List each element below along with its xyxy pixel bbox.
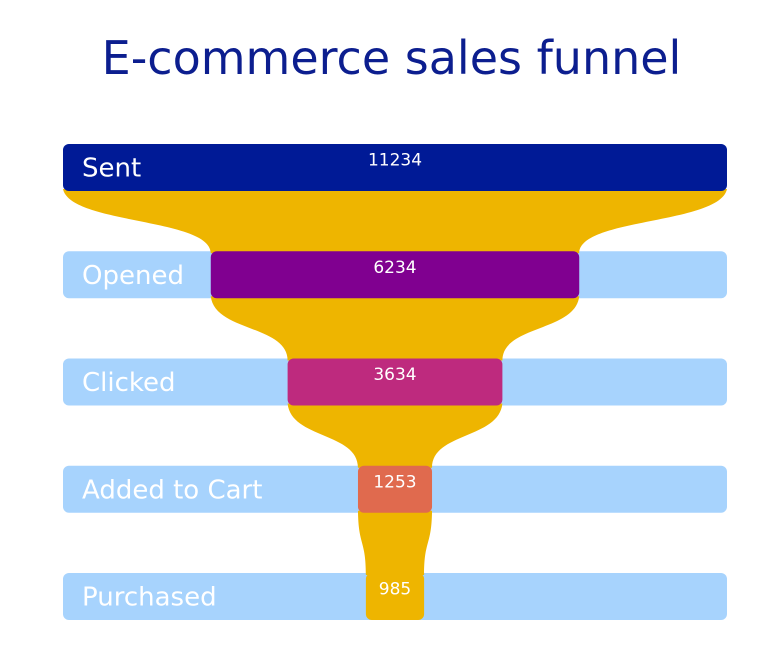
value-label-sent: 11234 xyxy=(368,151,422,171)
bar-added-to-cart xyxy=(357,465,433,513)
bar-clicked xyxy=(287,358,503,406)
value-label-clicked: 3634 xyxy=(373,365,416,385)
value-label-purchased: 985 xyxy=(379,580,411,600)
connector-layer xyxy=(63,189,727,575)
stage-label-sent: Sent xyxy=(82,154,141,184)
bar-layer xyxy=(63,144,727,620)
chart-title: E-commerce sales funnel xyxy=(101,31,682,85)
bar-opened xyxy=(210,251,580,299)
stage-label-opened: Opened xyxy=(82,261,184,291)
label-layer: Sent 11234 Opened 6234 Clicked 3634 Added to C… xyxy=(82,151,422,613)
connector-clicked-to-added-to-cart xyxy=(287,403,503,468)
connector-opened-to-clicked xyxy=(210,296,580,361)
connector-sent-to-opened xyxy=(63,189,727,254)
value-label-opened: 6234 xyxy=(373,258,416,278)
stage-label-added-to-cart: Added to Cart xyxy=(82,475,262,505)
stage-label-purchased: Purchased xyxy=(82,583,217,613)
value-label-added-to-cart: 1253 xyxy=(373,472,416,492)
connector-added-to-cart-to-purchased xyxy=(357,510,433,575)
bar-sent xyxy=(63,144,727,191)
stage-label-clicked: Clicked xyxy=(82,368,176,398)
bar-purchased xyxy=(365,573,425,620)
